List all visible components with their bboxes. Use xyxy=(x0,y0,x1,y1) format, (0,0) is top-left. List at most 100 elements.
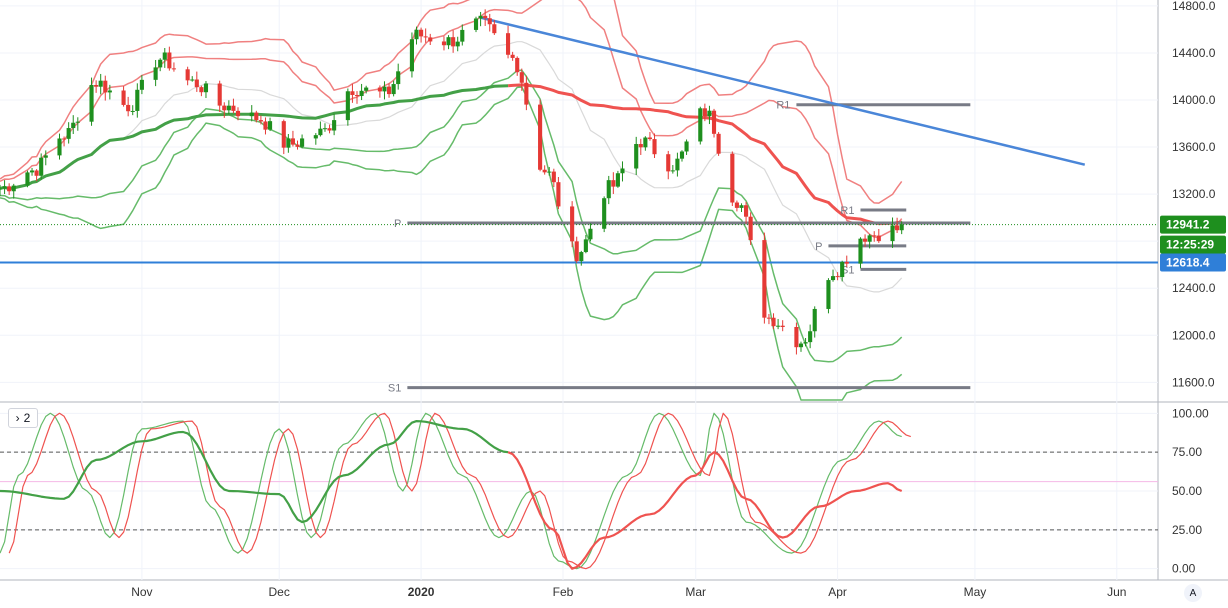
candle xyxy=(345,88,350,126)
candle xyxy=(29,167,35,176)
candle xyxy=(322,123,328,132)
candle-body xyxy=(98,80,103,87)
candle xyxy=(158,58,163,72)
candle-body xyxy=(510,54,515,58)
candle xyxy=(428,33,433,46)
x-tick-label: Feb xyxy=(553,585,574,599)
candle xyxy=(290,130,295,147)
price-badge-label: 12:25:29 xyxy=(1166,238,1214,252)
candle-body xyxy=(556,182,561,207)
candle xyxy=(391,80,396,97)
price-badge-countdown: 12:25:29 xyxy=(1160,235,1226,254)
candle xyxy=(11,183,16,199)
candle xyxy=(510,51,515,61)
candle-body xyxy=(2,186,7,189)
candle xyxy=(258,115,263,125)
candle xyxy=(130,105,135,116)
candle-body xyxy=(638,144,643,148)
candle-body xyxy=(771,317,776,327)
candle-body xyxy=(267,121,273,130)
candle-body xyxy=(730,153,735,203)
price-badge-label: 12941.2 xyxy=(1166,218,1210,232)
price-axis[interactable]: 14800.014400.014000.013600.013200.012800… xyxy=(1172,0,1216,389)
candle xyxy=(899,221,904,235)
candle xyxy=(519,68,524,91)
candle-body xyxy=(423,36,428,38)
candle xyxy=(171,62,176,72)
candle xyxy=(43,150,48,166)
pivot-level-label: R1 xyxy=(776,100,790,112)
candle xyxy=(350,83,355,103)
candle-body xyxy=(858,238,863,264)
candle-body xyxy=(744,205,749,217)
candle xyxy=(126,96,131,117)
candle-body xyxy=(39,157,44,176)
price-badge-support-line: 12618.4 xyxy=(1160,253,1226,272)
candle-body xyxy=(419,29,424,37)
candle-body xyxy=(483,15,488,19)
candle-body xyxy=(162,52,167,60)
candle-body xyxy=(487,18,492,25)
y-tick-label: 11600.0 xyxy=(1172,375,1215,389)
candle-body xyxy=(354,94,360,96)
stoch-k-line xyxy=(0,412,902,570)
candle xyxy=(730,151,735,207)
candle-body xyxy=(364,87,369,91)
candle xyxy=(478,11,483,27)
y-tick-label: 14000.0 xyxy=(1172,93,1216,107)
candle-body xyxy=(684,141,689,152)
candle xyxy=(698,106,703,145)
candle xyxy=(487,13,492,32)
pane-collapse-button[interactable]: › 2 xyxy=(8,408,38,428)
candle xyxy=(895,217,900,234)
candle xyxy=(441,36,447,51)
candle-body xyxy=(615,173,620,187)
candle xyxy=(615,170,620,188)
candle xyxy=(235,107,241,121)
candle xyxy=(2,180,7,195)
candle xyxy=(620,161,625,182)
x-tick-label: Mar xyxy=(685,585,706,599)
candle xyxy=(0,184,3,197)
candle-body xyxy=(409,39,414,72)
candle-body xyxy=(158,59,163,68)
candle xyxy=(812,306,817,338)
candle-body xyxy=(579,252,584,262)
candle-body xyxy=(762,240,767,318)
candle xyxy=(62,136,67,147)
keltner-inner-line xyxy=(0,69,903,363)
candle xyxy=(830,269,836,282)
candle-body xyxy=(350,91,355,95)
candle-body xyxy=(71,122,76,129)
candle xyxy=(570,201,575,248)
rsi-red-line xyxy=(507,451,903,570)
candle-body xyxy=(139,79,144,90)
candle-body xyxy=(249,112,254,117)
candle xyxy=(414,26,419,45)
candle-body xyxy=(89,84,94,122)
candle-body xyxy=(171,68,176,70)
keltner-lower-line xyxy=(0,86,903,401)
candle-body xyxy=(428,37,433,42)
auto-scale-button[interactable]: A xyxy=(1184,584,1202,602)
candle xyxy=(771,313,776,330)
candle-body xyxy=(446,37,451,46)
pivot-level-label: S1 xyxy=(388,383,401,395)
candle-body xyxy=(808,331,813,343)
candle-body xyxy=(583,239,588,253)
oscillator-axis[interactable]: 100.00 75.00 50.00 25.00 0.00 xyxy=(1172,406,1209,575)
price-badge-bg xyxy=(1160,215,1226,234)
candle xyxy=(300,134,305,149)
candle-body xyxy=(876,235,881,242)
candle-body xyxy=(611,180,616,187)
candle xyxy=(579,250,584,266)
time-axis[interactable]: Nov Dec 2020 Feb Mar Apr May Jun xyxy=(131,585,1126,599)
candle-body xyxy=(322,128,328,130)
candle xyxy=(744,201,749,224)
candle xyxy=(707,105,712,125)
price-badge-bg xyxy=(1160,235,1226,254)
candle-body xyxy=(652,139,657,155)
x-tick-label: Jun xyxy=(1107,585,1126,599)
candle xyxy=(547,167,552,176)
